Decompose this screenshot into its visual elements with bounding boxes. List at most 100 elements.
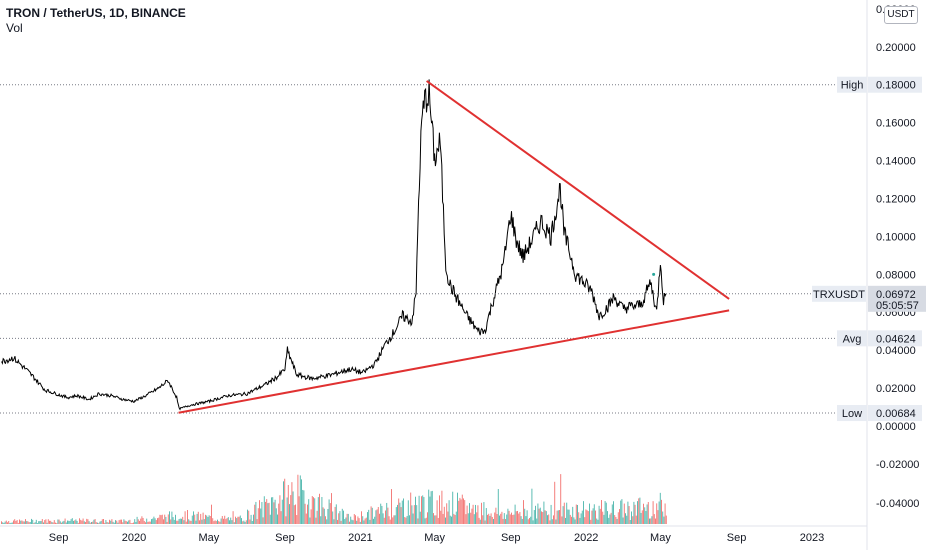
volume-bar xyxy=(385,510,386,524)
volume-bar xyxy=(3,522,5,524)
volume-bar xyxy=(339,511,341,524)
volume-bar xyxy=(332,511,334,524)
volume-bar xyxy=(226,518,228,524)
volume-bar xyxy=(200,513,202,524)
volume-bar xyxy=(577,504,578,524)
symbol-tag: TRXUSDT xyxy=(813,289,865,301)
volume-bar xyxy=(485,508,487,524)
trendline-lower[interactable] xyxy=(178,309,730,414)
volume-bar xyxy=(413,505,415,524)
volume-bar xyxy=(269,514,271,524)
volume-bar xyxy=(77,522,79,524)
volume-bar xyxy=(591,510,593,524)
volume-bar xyxy=(397,504,398,524)
volume-bar xyxy=(190,520,192,524)
volume-bar xyxy=(23,521,25,524)
volume-bar xyxy=(621,499,623,524)
volume-bar xyxy=(206,515,208,524)
volume-bar xyxy=(251,520,253,524)
volume-bar xyxy=(259,500,260,524)
volume-bar xyxy=(299,475,301,524)
volume-bar xyxy=(465,514,467,524)
volume-bar xyxy=(154,518,156,524)
volume-bar xyxy=(325,516,326,524)
volume-bar xyxy=(530,516,532,524)
volume-bar xyxy=(347,513,349,524)
volume-bar xyxy=(539,507,541,524)
trendline-upper[interactable] xyxy=(426,80,730,300)
volume-bar xyxy=(232,511,234,524)
volume-bar xyxy=(476,512,478,524)
volume-bar xyxy=(639,497,641,524)
volume-bar xyxy=(2,522,4,524)
volume-bar xyxy=(67,520,68,524)
volume-bar xyxy=(475,504,476,524)
volume-bar xyxy=(10,522,12,524)
volume-bar xyxy=(71,518,73,524)
volume-bar xyxy=(304,503,306,524)
volume-bar xyxy=(98,523,100,524)
volume-bar xyxy=(551,519,553,524)
volume-bar xyxy=(524,508,526,524)
volume-bar xyxy=(583,501,584,524)
volume-bar xyxy=(613,501,614,524)
volume-bar xyxy=(91,522,92,524)
volume-bar xyxy=(145,522,146,524)
volume-bar xyxy=(375,510,377,524)
volume-bar xyxy=(171,511,173,524)
volume-bar xyxy=(587,511,589,524)
volume-bar xyxy=(215,521,217,524)
volume-bar xyxy=(617,512,619,524)
volume-bar xyxy=(483,502,485,524)
symbol-title[interactable]: TRON / TetherUS, 1D, BINANCE xyxy=(6,6,186,20)
volume-bar xyxy=(76,520,78,524)
volume-bar xyxy=(439,495,440,524)
volume-bar xyxy=(44,520,46,524)
volume-bar xyxy=(515,511,517,524)
volume-bar xyxy=(367,512,368,524)
volume-bar xyxy=(93,519,95,524)
volume-bar xyxy=(511,512,512,524)
volume-bar xyxy=(94,519,96,524)
volume-bar xyxy=(239,515,241,524)
volume-bar xyxy=(95,522,97,524)
volume-bar xyxy=(274,499,276,524)
volume-bar xyxy=(119,519,121,524)
volume-bar xyxy=(659,492,661,524)
volume-bar xyxy=(442,513,444,524)
volume-bar xyxy=(245,520,247,524)
volume-bar xyxy=(86,518,88,524)
volume-bar xyxy=(193,511,194,524)
volume-bar xyxy=(125,521,127,524)
volume-bar xyxy=(127,521,128,524)
volume-bar xyxy=(363,520,365,524)
volume-bar xyxy=(137,519,139,524)
volume-bar xyxy=(290,495,292,524)
volume-bar xyxy=(603,514,605,524)
volume-bar xyxy=(201,519,203,524)
volume-bar xyxy=(157,518,158,524)
time-tick-label: 2022 xyxy=(574,532,598,544)
volume-bar xyxy=(493,518,494,524)
volume-bar xyxy=(651,516,653,524)
time-tick-label: May xyxy=(650,532,671,544)
volume-bar xyxy=(525,516,527,524)
volume-bar xyxy=(219,521,221,524)
volume-bar xyxy=(386,502,388,524)
volume-bar xyxy=(19,519,20,524)
volume-bar xyxy=(351,519,353,524)
volume-bar xyxy=(203,519,205,524)
chart-legend: TRON / TetherUS, 1D, BINANCE Vol xyxy=(6,6,186,36)
volume-bar xyxy=(619,509,620,524)
trendlines[interactable] xyxy=(178,80,730,414)
volume-indicator-label[interactable]: Vol xyxy=(6,21,23,35)
currency-badge[interactable]: USDT xyxy=(884,6,918,24)
volume-bar xyxy=(578,512,580,524)
volume-bar xyxy=(225,519,227,524)
volume-bar xyxy=(323,508,325,524)
volume-bar xyxy=(63,520,65,524)
volume-bar xyxy=(273,502,275,524)
price-tick-label: 0.00000 xyxy=(876,421,916,433)
volume-bar xyxy=(496,513,498,524)
